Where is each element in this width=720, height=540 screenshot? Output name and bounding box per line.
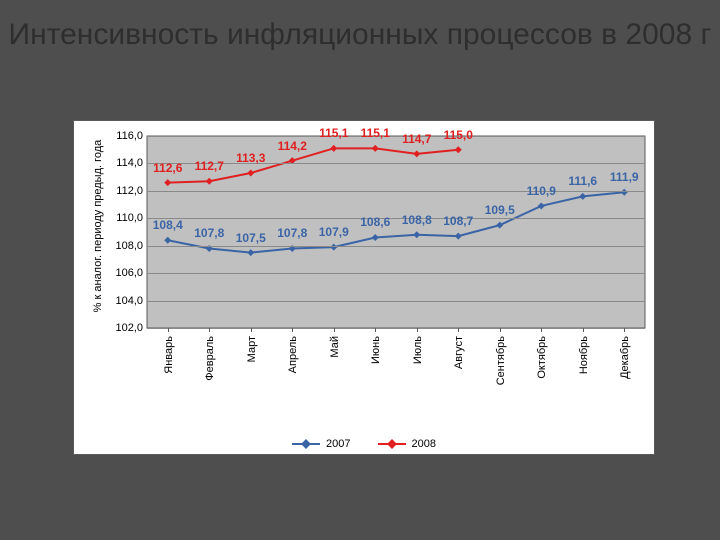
y-tick-label: 114,0	[109, 157, 143, 169]
x-tick-label: Май	[329, 336, 341, 358]
y-tick-label: 106,0	[109, 267, 143, 279]
legend: 2007 2008	[74, 436, 654, 450]
y-tick-label: 104,0	[109, 295, 143, 307]
data-label-2007: 107,8	[194, 226, 224, 240]
data-label-2007: 107,9	[319, 225, 349, 239]
x-tick-mark	[334, 328, 335, 332]
data-label-2008: 114,7	[402, 132, 431, 146]
series-marker-2007	[372, 234, 379, 241]
legend-swatch-2007	[292, 443, 320, 445]
series-marker-2008	[455, 146, 462, 153]
y-tick-label: 108,0	[109, 240, 143, 252]
slide-title: Интенсивность инфляционных процессов в 2…	[0, 18, 720, 53]
x-tick-mark	[251, 328, 252, 332]
x-tick-mark	[500, 328, 501, 332]
series-marker-2008	[413, 150, 420, 157]
gridline	[147, 246, 645, 247]
gridline	[147, 301, 645, 302]
x-tick-label: Июнь	[370, 336, 382, 364]
x-tick-mark	[375, 328, 376, 332]
x-tick-label: Январь	[163, 336, 175, 374]
x-tick-mark	[583, 328, 584, 332]
x-tick-mark	[624, 328, 625, 332]
x-tick-label: Сентябрь	[495, 336, 507, 385]
chart-container: % к аналог. периоду предыд. года 102,0 10…	[73, 120, 655, 455]
x-tick-label: Февраль	[204, 336, 216, 381]
data-label-2007: 111,6	[568, 174, 597, 188]
x-tick-mark	[541, 328, 542, 332]
data-label-2008: 115,1	[361, 126, 390, 140]
legend-item-2007: 2007	[292, 438, 350, 450]
series-marker-2007	[164, 237, 171, 244]
legend-label-2007: 2007	[326, 438, 350, 450]
gridline	[147, 218, 645, 219]
x-tick-mark	[209, 328, 210, 332]
series-marker-2007	[247, 249, 254, 256]
y-tick-label: 112,0	[109, 185, 143, 197]
legend-label-2008: 2008	[412, 438, 436, 450]
data-label-2007: 107,8	[277, 226, 307, 240]
y-tick-label: 116,0	[109, 130, 143, 142]
series-marker-2008	[247, 170, 254, 177]
series-marker-2007	[579, 193, 586, 200]
gridline	[147, 273, 645, 274]
chart-inner: % к аналог. периоду предыд. года 102,0 10…	[94, 126, 649, 424]
x-tick-label: Декабрь	[619, 336, 631, 379]
series-marker-2007	[538, 202, 545, 209]
data-label-2008: 112,6	[153, 161, 182, 175]
x-tick-mark	[458, 328, 459, 332]
x-tick-label: Октябрь	[536, 336, 548, 379]
series-marker-2008	[330, 145, 337, 152]
data-label-2008: 113,3	[236, 151, 265, 165]
series-marker-2007	[413, 231, 420, 238]
legend-swatch-2008	[378, 443, 406, 445]
data-label-2008: 114,2	[278, 139, 307, 153]
data-label-2008: 115,0	[444, 128, 473, 142]
series-marker-2008	[164, 179, 171, 186]
x-tick-mark	[168, 328, 169, 332]
data-label-2007: 110,9	[527, 184, 556, 198]
x-tick-label: Август	[453, 336, 465, 369]
legend-item-2008: 2008	[378, 438, 436, 450]
x-tick-label: Ноябрь	[578, 336, 590, 374]
data-label-2007: 108,6	[360, 215, 390, 229]
data-label-2007: 109,5	[485, 203, 515, 217]
gridline	[147, 136, 645, 137]
series-marker-2007	[496, 222, 503, 229]
data-label-2008: 112,7	[195, 159, 224, 173]
data-label-2008: 115,1	[319, 126, 348, 140]
data-label-2007: 108,4	[153, 218, 183, 232]
series-marker-2008	[206, 178, 213, 185]
x-tick-mark	[292, 328, 293, 332]
x-tick-mark	[417, 328, 418, 332]
series-marker-2008	[372, 145, 379, 152]
y-tick-label: 110,0	[109, 212, 143, 224]
series-marker-2007	[330, 244, 337, 251]
slide: Интенсивность инфляционных процессов в 2…	[0, 0, 720, 540]
data-label-2007: 111,9	[610, 170, 639, 184]
x-tick-label: Апрель	[287, 336, 299, 373]
data-label-2007: 108,7	[443, 214, 473, 228]
x-tick-label: Июль	[412, 336, 424, 364]
gridline	[147, 191, 645, 192]
x-tick-label: Март	[246, 336, 258, 362]
series-marker-2007	[455, 233, 462, 240]
y-tick-label: 102,0	[109, 322, 143, 334]
data-label-2007: 107,5	[236, 231, 266, 245]
series-marker-2007	[621, 189, 628, 196]
data-label-2007: 108,8	[402, 213, 432, 227]
y-axis-title: % к аналог. периоду предыд. года	[92, 126, 104, 326]
gridline	[147, 328, 645, 329]
